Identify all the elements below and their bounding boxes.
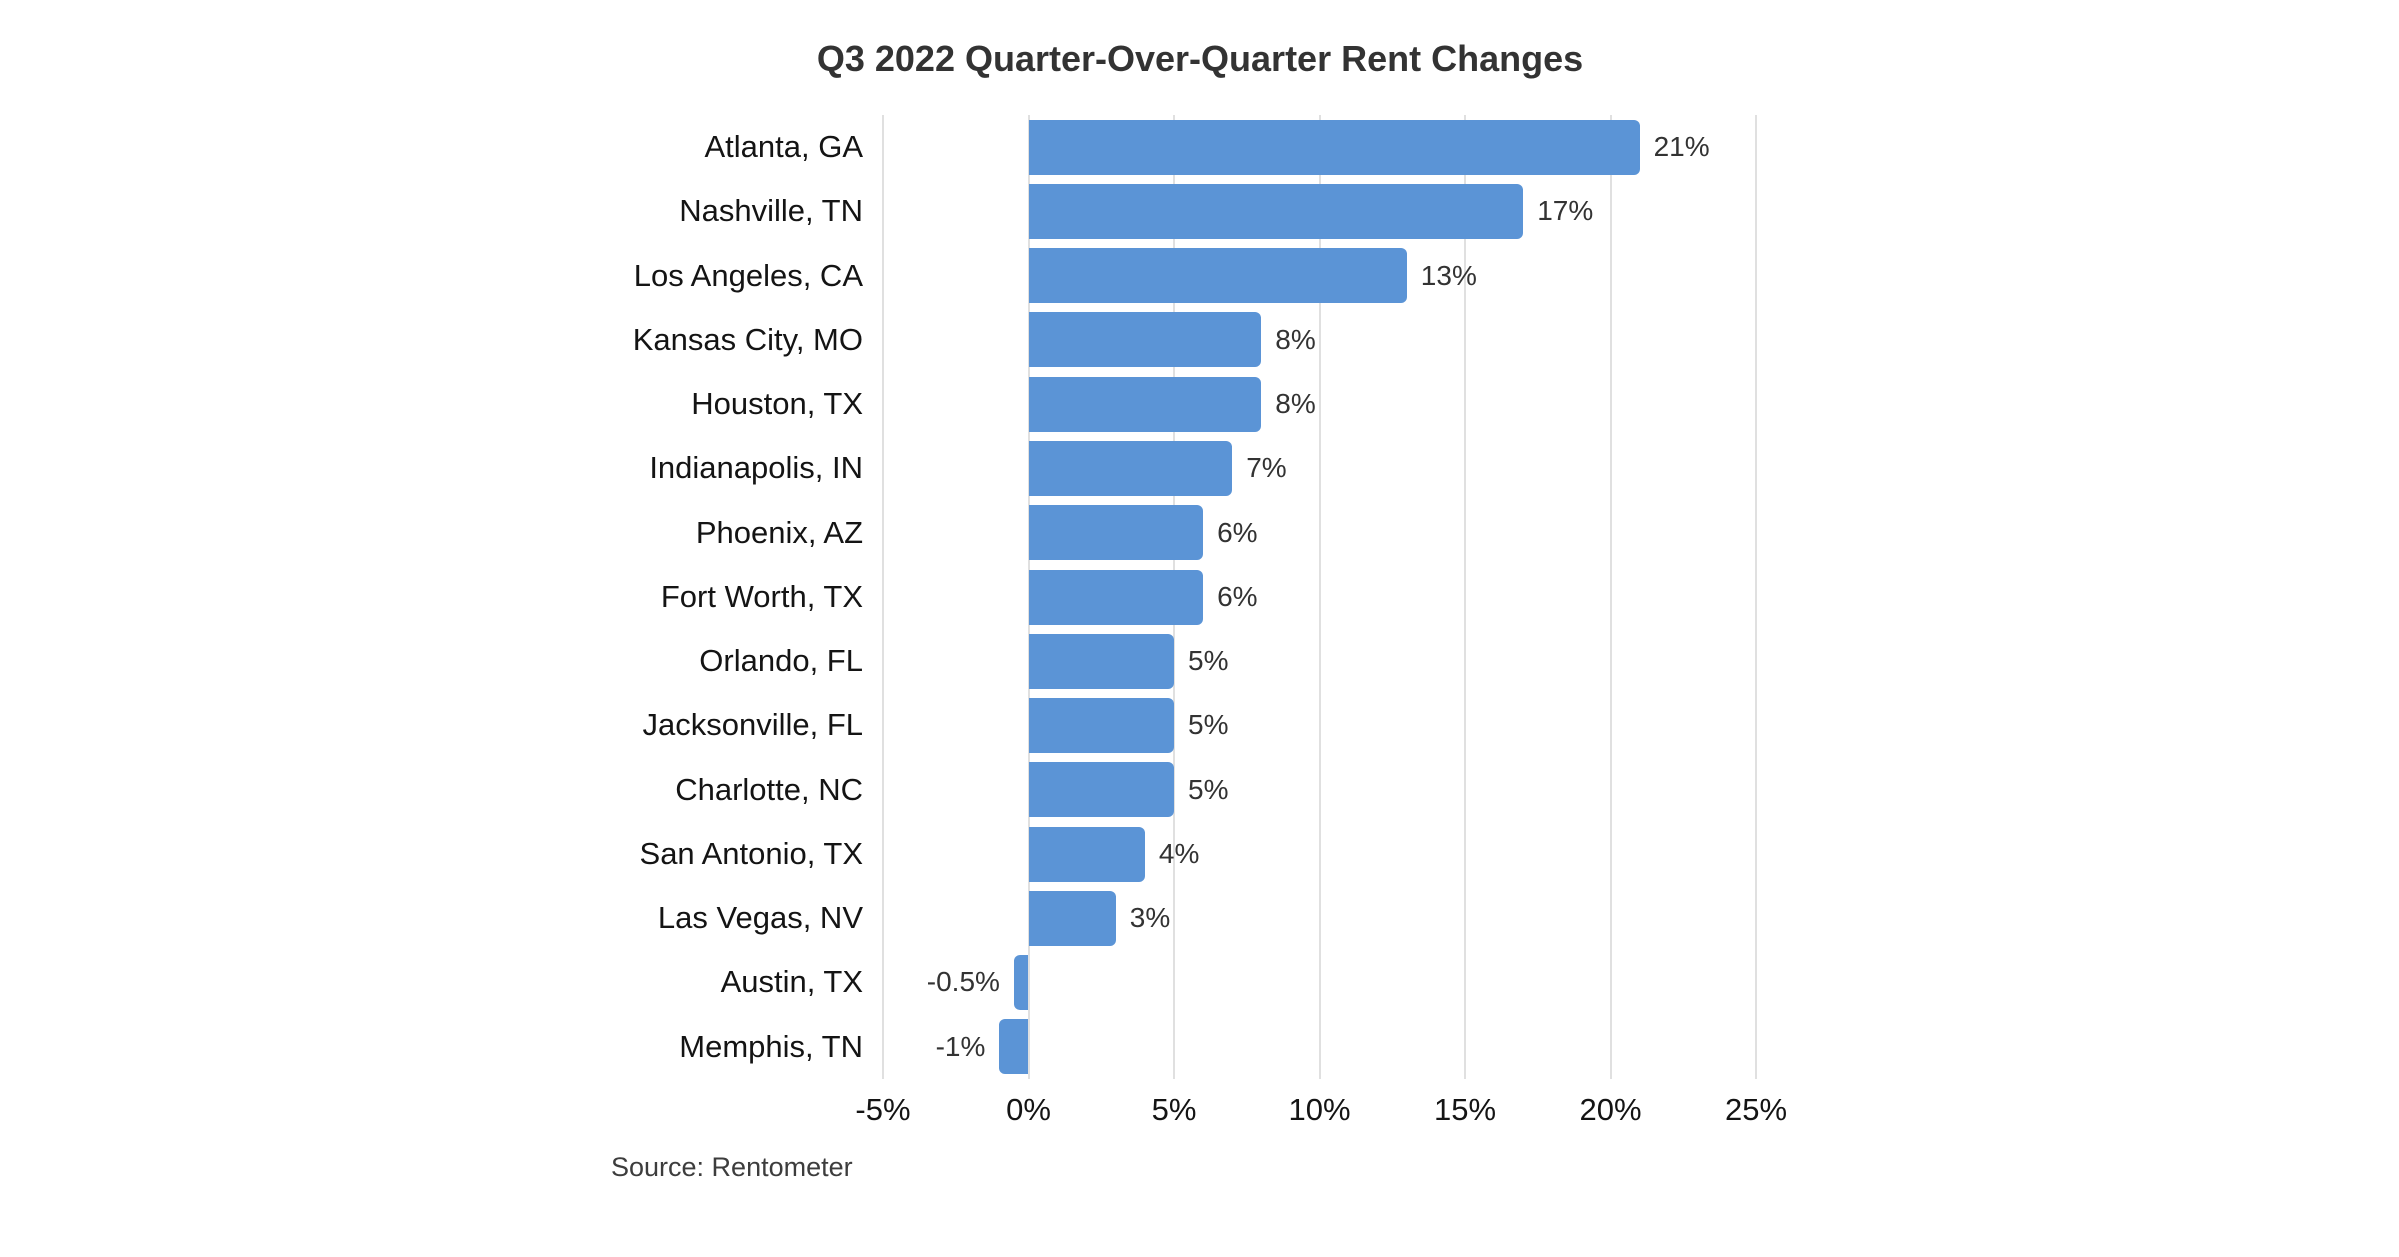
value-label: 4% — [1158, 837, 1200, 869]
bar — [1028, 248, 1407, 304]
bar — [1028, 440, 1233, 496]
bar — [1028, 312, 1262, 368]
value-label: 5% — [1188, 645, 1229, 677]
x-gridline — [1318, 115, 1321, 1079]
bar — [1028, 826, 1145, 882]
value-label: 5% — [1188, 773, 1229, 805]
value-label: 5% — [1188, 709, 1229, 741]
category-label: Atlanta, GA — [704, 129, 863, 164]
value-label: 13% — [1420, 259, 1477, 291]
x-gridline — [1755, 115, 1757, 1079]
value-label: 17% — [1537, 195, 1594, 227]
category-label: Las Vegas, NV — [657, 900, 863, 936]
bar — [1028, 633, 1174, 689]
category-label: Austin, TX — [720, 964, 863, 1000]
category-label: Jacksonville, FL — [642, 707, 863, 743]
chart-title: Q3 2022 Quarter-Over-Quarter Rent Change… — [816, 38, 1584, 79]
value-label: 21% — [1653, 131, 1710, 162]
x-tick-label: 25% — [1724, 1092, 1788, 1127]
category-label: Orlando, FL — [699, 643, 863, 679]
category-label: Kansas City, MO — [632, 321, 863, 357]
category-label: Houston, TX — [691, 386, 863, 422]
x-gridline — [882, 115, 884, 1079]
category-label: Los Angeles, CA — [633, 257, 863, 293]
category-label: Charlotte, NC — [675, 771, 863, 807]
x-tick-label: -5% — [855, 1092, 911, 1127]
x-tick-label: 10% — [1288, 1092, 1351, 1127]
bar — [999, 1019, 1029, 1075]
bar — [1013, 955, 1029, 1011]
source-note: Source: Rentometer — [611, 1152, 853, 1182]
x-tick-label: 20% — [1579, 1092, 1642, 1127]
x-gridline — [1609, 115, 1612, 1079]
x-gridline — [1464, 115, 1466, 1079]
bar — [1028, 890, 1116, 946]
category-label: San Antonio, TX — [639, 835, 863, 871]
bar — [1028, 762, 1174, 818]
value-label: -1% — [935, 1030, 986, 1062]
value-label: -0.5% — [926, 966, 1000, 998]
value-label: 7% — [1246, 452, 1287, 484]
value-label: 6% — [1217, 580, 1258, 612]
x-tick-label: 5% — [1151, 1092, 1197, 1127]
bar — [1028, 376, 1262, 432]
value-label: 8% — [1275, 388, 1316, 420]
value-label: 3% — [1129, 902, 1171, 934]
x-tick-label: 0% — [1006, 1092, 1051, 1127]
bar — [1028, 183, 1524, 239]
bar — [1028, 505, 1204, 561]
bar — [1028, 698, 1174, 754]
value-label: 6% — [1217, 516, 1258, 548]
category-label: Memphis, TN — [679, 1028, 863, 1064]
category-label: Phoenix, AZ — [695, 514, 863, 550]
category-label: Fort Worth, TX — [660, 578, 863, 614]
bar — [1028, 119, 1640, 175]
value-label: 8% — [1275, 323, 1316, 355]
category-label: Indianapolis, IN — [649, 450, 863, 486]
bar — [1028, 569, 1204, 625]
category-label: Nashville, TN — [679, 193, 863, 229]
x-tick-label: 15% — [1433, 1092, 1497, 1127]
